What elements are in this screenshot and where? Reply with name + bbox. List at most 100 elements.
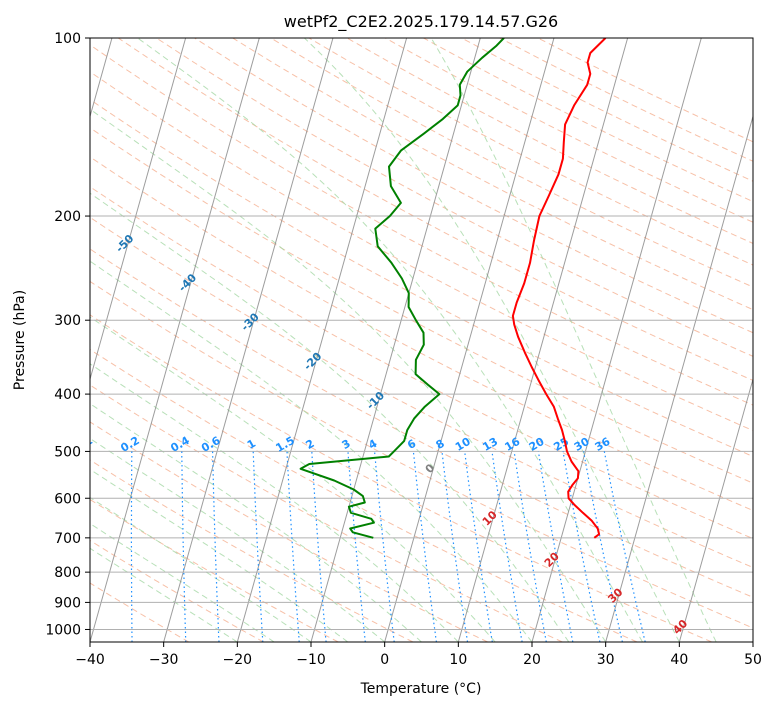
x-tick-label: −30 bbox=[149, 652, 179, 668]
y-tick-label: 1000 bbox=[45, 622, 81, 638]
y-tick-label: 500 bbox=[54, 444, 81, 460]
moist-adiabat bbox=[90, 192, 570, 642]
isotherm-label: -70 bbox=[0, 153, 11, 176]
mixing-ratio-label: 8 bbox=[434, 437, 447, 452]
moist-adiabat bbox=[137, 38, 643, 642]
dry-adiabat bbox=[90, 539, 264, 642]
dry-adiabat bbox=[90, 248, 753, 598]
mixing-ratio-line bbox=[347, 451, 366, 642]
dry-adiabat bbox=[90, 44, 753, 406]
y-tick-label: 900 bbox=[54, 595, 81, 611]
x-tick-label: 0 bbox=[380, 652, 389, 668]
dry-adiabat bbox=[90, 98, 753, 458]
mixing-ratio-line bbox=[441, 451, 469, 642]
moist-adiabat bbox=[90, 108, 607, 642]
moist-adiabat bbox=[90, 522, 275, 642]
y-tick-label: 600 bbox=[54, 491, 81, 507]
dry-adiabat bbox=[90, 582, 190, 642]
mixing-ratio-line bbox=[537, 451, 574, 642]
dry-adiabat bbox=[90, 421, 488, 642]
x-tick-label: 50 bbox=[744, 652, 762, 668]
moist-adiabat bbox=[90, 547, 238, 642]
dry-adiabat bbox=[90, 216, 753, 569]
dry-adiabat bbox=[90, 348, 638, 642]
isotherm-line bbox=[457, 38, 629, 642]
isotherm-line bbox=[531, 38, 702, 642]
dry-adiabat bbox=[90, 314, 712, 642]
isotherm-label: -10 bbox=[364, 389, 387, 412]
moist-adiabat bbox=[430, 38, 717, 642]
mixing-ratio-line bbox=[583, 451, 623, 642]
warm-isotherm-label: 0 bbox=[423, 461, 438, 476]
chart-title: wetPf2_C2E2.2025.179.14.57.G26 bbox=[284, 12, 558, 32]
y-tick-label: 400 bbox=[54, 387, 81, 403]
dry-adiabat bbox=[117, 38, 753, 381]
mixing-ratio-line bbox=[82, 451, 85, 642]
mixing-ratio-label: 4 bbox=[366, 437, 379, 452]
dewpoint-profile-line bbox=[299, 38, 505, 539]
mixing-ratio-line bbox=[603, 451, 646, 642]
dry-adiabat bbox=[270, 38, 753, 288]
x-tick-label: 30 bbox=[597, 652, 615, 668]
x-axis-label: Temperature (°C) bbox=[360, 681, 482, 697]
isotherm-label: -50 bbox=[113, 232, 136, 255]
dry-adiabat bbox=[537, 38, 753, 143]
moist-adiabat bbox=[90, 437, 386, 642]
moist-adiabat bbox=[90, 468, 349, 642]
x-tick-label: −20 bbox=[223, 652, 253, 668]
isotherm-line bbox=[90, 38, 260, 642]
moist-adiabat bbox=[90, 496, 312, 642]
mixing-ratio-line bbox=[181, 451, 187, 642]
mixing-ratio-line bbox=[212, 451, 220, 642]
dry-adiabat bbox=[346, 38, 753, 244]
y-tick-label: 700 bbox=[54, 531, 81, 547]
x-tick-label: −10 bbox=[296, 652, 326, 668]
moist-adiabat bbox=[90, 363, 459, 642]
temperature-profile-line bbox=[511, 38, 607, 539]
isotherm-line bbox=[90, 38, 187, 382]
y-axis-label: Pressure (hPa) bbox=[12, 290, 28, 390]
isotherm-line bbox=[236, 38, 408, 642]
x-tick-label: 10 bbox=[449, 652, 467, 668]
isotherm-line bbox=[310, 38, 481, 642]
mixing-ratio-label: 3 bbox=[340, 437, 353, 452]
x-tick-label: −40 bbox=[75, 652, 105, 668]
isotherm-line bbox=[678, 377, 753, 642]
isotherm-line bbox=[605, 114, 753, 642]
dry-adiabat bbox=[194, 38, 753, 334]
moist-adiabat bbox=[90, 316, 496, 642]
moist-adiabat bbox=[304, 38, 680, 642]
plot-frame bbox=[89, 37, 754, 643]
mixing-ratio-line bbox=[252, 451, 264, 642]
isotherm-label: -20 bbox=[301, 350, 324, 373]
moist-adiabat bbox=[90, 403, 422, 642]
warm-isotherm-label: 40 bbox=[670, 617, 690, 637]
mixing-ratio-line bbox=[412, 451, 437, 642]
dry-adiabat bbox=[90, 127, 753, 484]
mixing-ratio-label: 1 bbox=[245, 437, 258, 452]
dry-adiabat bbox=[461, 38, 753, 182]
y-tick-label: 300 bbox=[54, 313, 81, 329]
isotherm-line bbox=[163, 38, 334, 642]
dry-adiabat bbox=[423, 38, 753, 203]
dry-adiabat bbox=[499, 38, 753, 162]
mixing-ratio-line bbox=[464, 451, 493, 642]
axes: −40 −30 −20 −10 0 10 20 30 40 5010020030040050060… bbox=[45, 31, 762, 668]
y-tick-label: 200 bbox=[54, 209, 81, 225]
x-tick-label: 40 bbox=[670, 652, 688, 668]
y-tick-label: 100 bbox=[54, 31, 81, 47]
dry-adiabat bbox=[90, 498, 339, 642]
mixing-ratio-line bbox=[491, 451, 523, 642]
isotherm-label: -30 bbox=[239, 310, 262, 333]
mixing-ratio-line bbox=[513, 451, 547, 642]
mixing-ratio-line bbox=[130, 451, 133, 642]
isotherm-line bbox=[752, 640, 753, 642]
dry-adiabat bbox=[90, 156, 753, 512]
isotherm-line bbox=[384, 38, 555, 642]
x-tick-label: 20 bbox=[523, 652, 541, 668]
mixing-ratio-line bbox=[374, 451, 395, 642]
dry-adiabat bbox=[90, 71, 753, 432]
mixing-ratio-line bbox=[311, 451, 327, 642]
dry-adiabat bbox=[90, 459, 414, 642]
